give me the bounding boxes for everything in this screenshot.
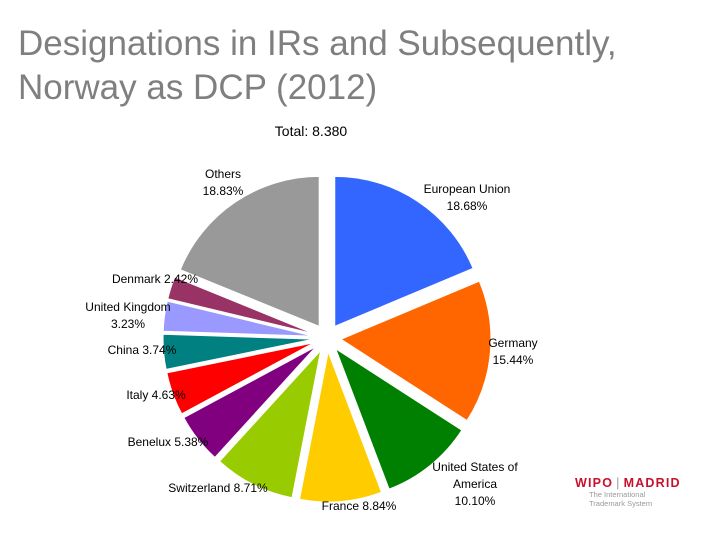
pie-label-2: United States of America 10.10%	[432, 460, 518, 508]
pie-label-4: Switzerland 8.71%	[168, 481, 268, 495]
slide-title-line-1: Designations in IRs and Subsequently,	[18, 24, 617, 63]
pie-label-0: European Union 18.68%	[424, 182, 511, 213]
pie-label-1: Germany 15.44%	[488, 336, 537, 367]
slide-title-line-2: Norway as DCP (2012)	[18, 68, 378, 107]
chart-title: Total: 8.380	[275, 123, 348, 139]
logo-subtitle-line-1: The International	[589, 490, 646, 499]
pie-label-9: Denmark 2.42%	[112, 272, 198, 286]
pie-slice-5	[183, 346, 317, 459]
pie-slice-1	[339, 280, 492, 422]
pie-label-3: France 8.84%	[322, 499, 397, 513]
logo-brand-right: MADRID	[623, 476, 681, 490]
pie-slice-2	[334, 347, 463, 490]
pie-slice-3	[298, 350, 383, 503]
wipo-madrid-logo: WIPO | MADRID The International Trademark …	[575, 476, 695, 516]
pie-slice-0	[334, 175, 474, 328]
pie-labels: European Union 18.68% Germany 15.44% United …	[85, 167, 537, 513]
pie-label-5: Benelux 5.38%	[128, 435, 209, 449]
pie-slice-7	[162, 333, 314, 370]
pie-label-8: United Kingdom 3.23%	[85, 300, 170, 331]
logo-brand-left: WIPO	[575, 476, 614, 490]
pie-label-6: Italy 4.63%	[126, 388, 186, 402]
pie-slice-10	[179, 175, 320, 328]
pie-label-7: China 3.74%	[108, 343, 177, 357]
pie-slice-8	[162, 300, 314, 337]
pie-slice-6	[166, 342, 315, 415]
pie-label-10: Others 18.83%	[203, 167, 244, 198]
logo-subtitle-line-2: Trademark System	[589, 499, 653, 508]
pie-slice-9	[167, 276, 314, 335]
logo-wordmark: WIPO | MADRID	[575, 476, 695, 490]
slide-title: Designations in IRs and Subsequently, No…	[18, 22, 698, 110]
logo-separator: |	[616, 476, 621, 490]
pie-slice-4	[218, 348, 322, 499]
pie-slices	[162, 175, 492, 503]
